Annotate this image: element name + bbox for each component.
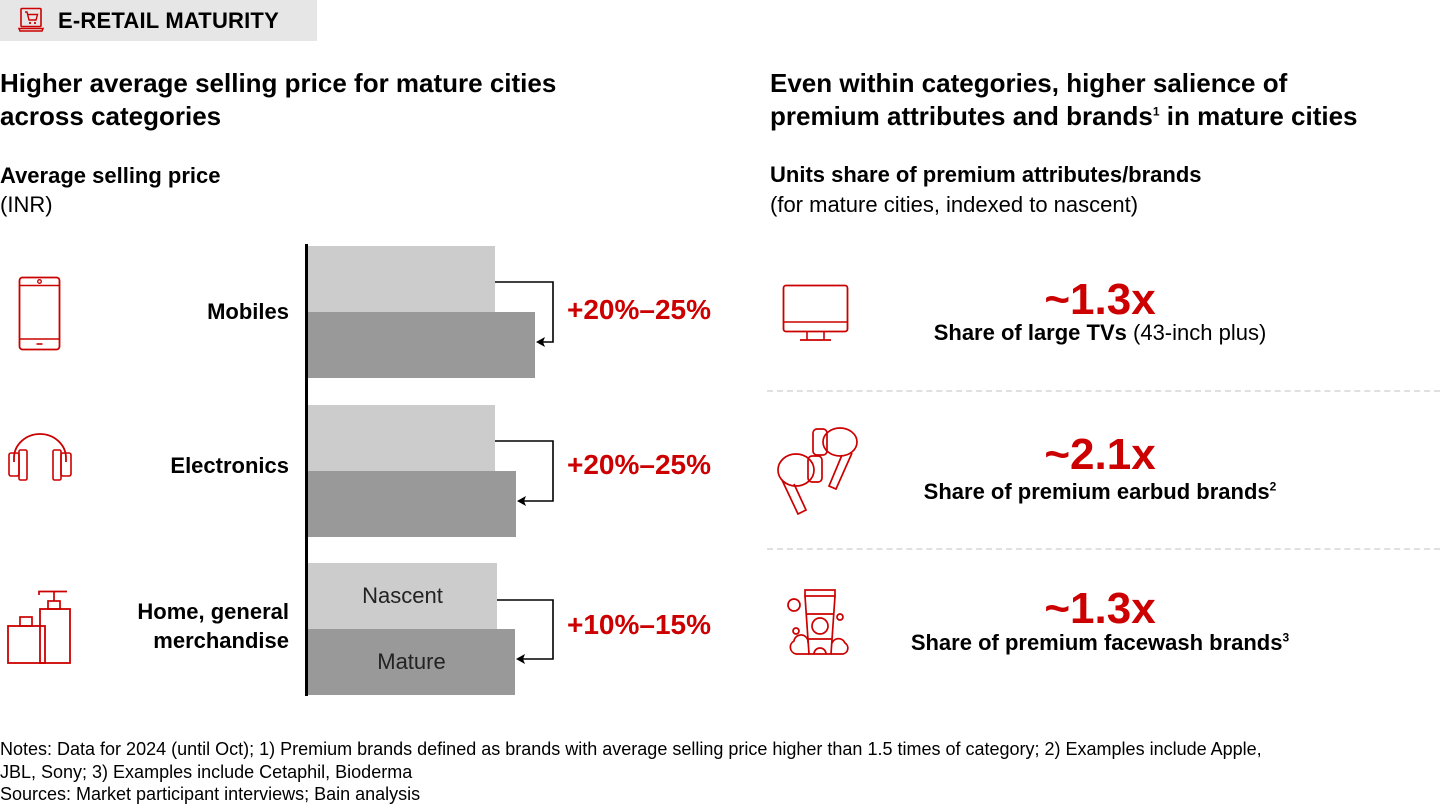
chart-axis <box>305 244 308 696</box>
dashed-divider <box>767 390 1440 392</box>
bar-home-mature: Mature <box>308 629 515 695</box>
category-label-mobiles: Mobiles <box>207 297 289 326</box>
category-label-electronics: Electronics <box>170 451 289 480</box>
earbuds-icon <box>777 427 858 516</box>
metric-label: Share of large TVs <box>933 320 1127 345</box>
bar-label: Mature <box>377 649 446 674</box>
label-facewash: Share of premium facewash brands3 <box>770 629 1430 657</box>
left-chart-unit: (INR) <box>0 192 53 217</box>
increase-electronics: +20%–25% <box>567 449 712 480</box>
multiple-earbuds: ~2.1x <box>1044 430 1156 479</box>
cart-laptop-icon <box>17 7 45 32</box>
notes-line2: JBL, Sony; 3) Examples include Cetaphil,… <box>0 761 413 782</box>
facewash-tube-icon <box>787 589 849 655</box>
right-title: Even within categories, higher salience … <box>770 67 1440 133</box>
category-label-text: Home, general <box>137 599 289 624</box>
right-title-text: premium attributes and brands <box>770 101 1153 131</box>
bar-electronics-mature <box>308 471 516 537</box>
right-title-line1: Even within categories, higher salience … <box>770 68 1288 98</box>
metric-label: Share of premium facewash brands <box>910 630 1283 655</box>
increase-home: +10%–15% <box>567 609 712 640</box>
smartphone-icon <box>18 276 61 351</box>
right-title-text: in mature cities <box>1159 101 1358 131</box>
headphones-icon <box>8 433 72 481</box>
label-large-tvs: Share of large TVs (43-inch plus) <box>770 319 1430 347</box>
metric-label: Share of premium earbud brands <box>923 479 1270 504</box>
category-label-text: Mobiles <box>207 299 289 324</box>
right-subtitle: Units share of premium attributes/brands <box>770 162 1202 187</box>
bar-mobiles-nascent <box>308 246 495 312</box>
bar-mobiles-mature <box>308 312 535 378</box>
increase-mobiles: +20%–25% <box>567 294 712 325</box>
multiple-large-tvs: ~1.3x <box>1044 275 1156 324</box>
category-label-home: Home, general merchandise <box>137 597 289 655</box>
label-earbuds: Share of premium earbud brands2 <box>770 478 1430 506</box>
right-title-line2: premium attributes and brands1 in mature… <box>770 100 1440 133</box>
right-unit: (for mature cities, indexed to nascent) <box>770 192 1139 217</box>
bar-home-nascent: Nascent <box>308 563 497 629</box>
left-chart-subtitle: Average selling price <box>0 163 221 188</box>
section-tag: E-RETAIL MATURITY <box>0 0 317 41</box>
pump-bottles-icon <box>7 590 71 664</box>
dashed-divider <box>767 548 1440 550</box>
monitor-tv-icon <box>782 284 849 341</box>
footnote-marker: 2 <box>1269 479 1277 494</box>
sources: Sources: Market participant interviews; … <box>0 784 421 804</box>
bar-electronics-nascent <box>308 405 495 471</box>
section-tag-label: E-RETAIL MATURITY <box>58 8 279 33</box>
left-title-line2: across categories <box>0 101 222 131</box>
notes-line1: Notes: Data for 2024 (until Oct); 1) Pre… <box>0 739 1262 759</box>
footnote-marker: 1 <box>1152 104 1160 119</box>
footnote-marker: 3 <box>1282 630 1290 645</box>
left-title: Higher average selling price for mature … <box>0 67 740 133</box>
bar-label: Nascent <box>362 583 443 608</box>
left-title-line1: Higher average selling price for mature … <box>0 68 557 98</box>
footnotes: Notes: Data for 2024 (until Oct); 1) Pre… <box>0 738 1440 806</box>
metric-qualifier: (43-inch plus) <box>1126 320 1267 345</box>
multiple-facewash: ~1.3x <box>1044 584 1156 633</box>
category-label-text: merchandise <box>153 628 289 653</box>
category-label-text: Electronics <box>170 453 289 478</box>
